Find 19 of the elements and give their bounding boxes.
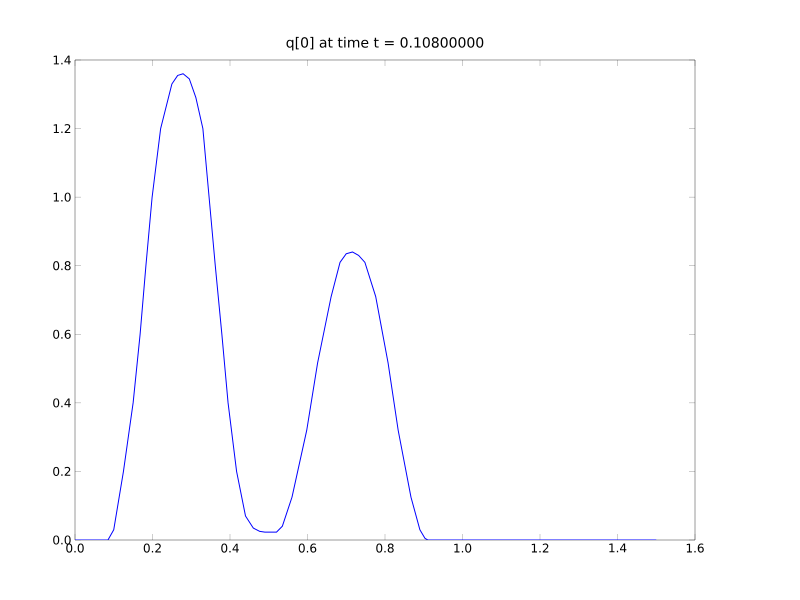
y-tick-label: 0.4 — [53, 398, 71, 408]
x-tick-label: 1.0 — [454, 544, 472, 553]
y-tick-label: 0.6 — [53, 330, 71, 339]
x-tick-label: 1.2 — [532, 544, 548, 552]
x-tick-label: 0.0 — [66, 544, 84, 553]
y-tick-label: 0.8 — [53, 261, 71, 270]
y-tick-label: 1.0 — [54, 192, 71, 202]
line-series — [75, 73, 657, 540]
x-tick-label: 1.4 — [609, 544, 626, 552]
y-tick-label: 0.2 — [53, 466, 70, 476]
chart-title: q[0] at time t = 0.10800000 — [286, 36, 484, 50]
x-tick-label: 0.6 — [298, 544, 316, 553]
y-tick-label: 1.4 — [54, 56, 71, 64]
x-tick-label: 0.4 — [221, 544, 239, 553]
y-tick-label: 1.2 — [54, 124, 70, 134]
x-tick-label: 1.6 — [686, 544, 704, 553]
y-tick-label: 0.0 — [53, 535, 71, 545]
x-tick-label: 0.8 — [376, 544, 394, 553]
x-tick-label: 0.2 — [144, 544, 161, 553]
